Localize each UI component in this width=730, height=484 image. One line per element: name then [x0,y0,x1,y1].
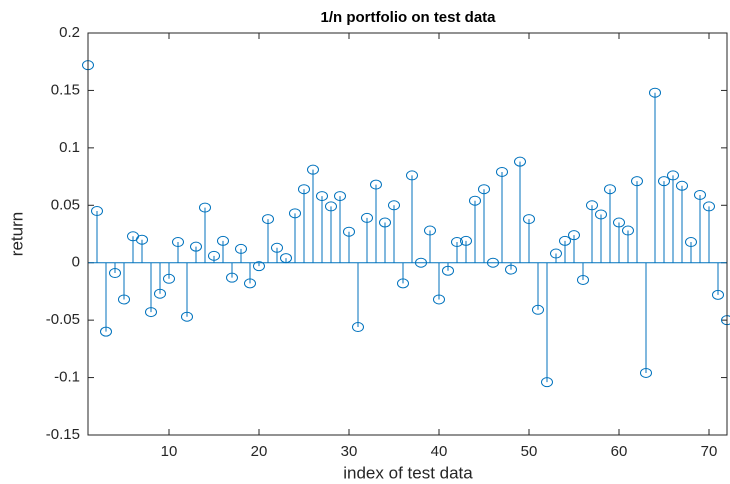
stem-marker [586,200,598,211]
y-tick-label: 0 [72,254,80,271]
y-tick-label: 0.2 [59,24,80,41]
stem-marker [307,164,319,175]
y-tick-label: -0.15 [46,426,80,443]
y-tick-label: 0.05 [51,196,80,213]
stem-marker [406,170,418,181]
stem-marker [280,253,292,264]
stem-marker [631,176,643,187]
stem-marker [685,237,697,248]
stem-marker [622,225,634,236]
stem-marker [640,367,652,378]
stem-marker [478,184,490,195]
stem-marker [604,184,616,195]
chart-title: 1/n portfolio on test data [321,9,497,26]
stem-marker [595,209,607,220]
stem-marker [676,180,688,191]
x-tick-label: 40 [431,443,448,460]
y-axis-label: return [7,212,26,256]
stem-marker [568,230,580,241]
stem-marker [694,189,706,200]
stem-marker [181,311,193,322]
stem-marker [532,304,544,315]
stem-marker [145,307,157,318]
stem-marker [451,237,463,248]
stem-marker [361,212,373,223]
stem-marker [613,217,625,228]
stem-marker [433,294,445,305]
stem-marker [712,289,724,300]
stem-marker [172,237,184,248]
stem-marker [388,200,400,211]
stem-marker [208,250,220,261]
stem-marker [523,214,535,225]
stem-marker [289,208,301,219]
stem-marker [154,288,166,299]
stem-marker [334,191,346,202]
stem-marker [136,234,148,245]
stem-marker [658,176,670,187]
stem-marker [424,225,436,236]
stem-marker [253,261,265,272]
stem-marker [577,274,589,285]
stem-marker [514,156,526,167]
stem-marker [649,87,661,98]
stem-marker [190,241,202,252]
plot-frame [87,32,728,436]
stem-marker [487,257,499,268]
stem-marker [667,170,679,181]
stem-marker [271,242,283,253]
x-tick-label: 20 [251,443,268,460]
stem-marker [298,184,310,195]
x-tick-label: 50 [521,443,538,460]
stem-marker [316,191,328,202]
y-tick-label: -0.05 [46,311,80,328]
stem-marker [703,201,715,212]
stem-marker [217,235,229,246]
stem-marker [91,206,103,217]
stem-marker [469,195,481,206]
stem-marker [460,235,472,246]
y-tick-label: -0.1 [54,369,80,386]
x-axis-label: index of test data [343,463,473,482]
x-tick-label: 70 [701,443,718,460]
stem-marker [262,214,274,225]
stem-marker [199,202,211,213]
stem-marker [379,217,391,228]
y-tick-label: 0.1 [59,139,80,156]
stem-marker [496,166,508,177]
y-tick-label: 0.15 [51,81,80,98]
x-tick-label: 60 [611,443,628,460]
stem-marker [244,278,256,289]
stem-marker [100,326,112,337]
stem-marker [370,179,382,190]
stem-marker [235,243,247,254]
stem-marker [559,235,571,246]
stem-marker [325,201,337,212]
stem-marker [397,278,409,289]
stem-marker [541,377,553,388]
stem-marker [118,294,130,305]
stem-marker [442,265,454,276]
stem-marker [343,226,355,237]
stem-marker [226,272,238,283]
stem-marker [109,268,121,279]
x-tick-label: 30 [341,443,358,460]
stem-marker [163,273,175,284]
stem-marker [415,257,427,268]
stem-marker [352,322,364,333]
x-tick-label: 10 [161,443,178,460]
stem-marker [505,264,517,275]
stem-marker [550,248,562,259]
